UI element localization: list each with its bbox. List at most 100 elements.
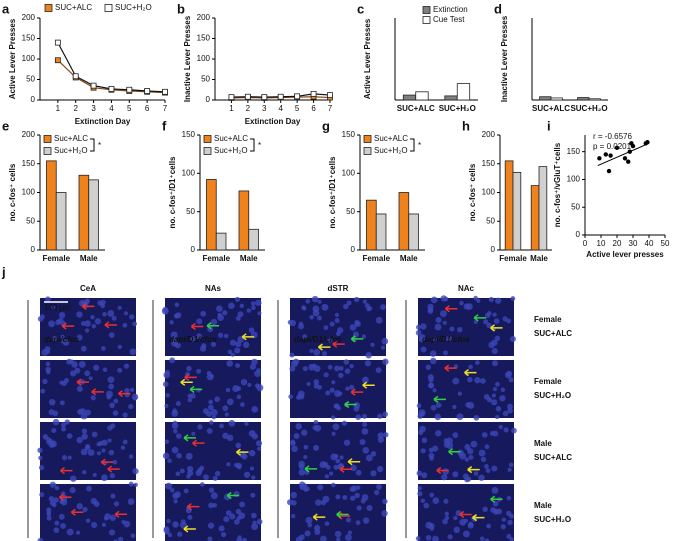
nucleus [91,521,98,528]
nucleus [453,526,460,534]
nucleus [416,470,423,476]
nucleus [353,405,360,412]
legend-label: SUC+H₂O [115,3,152,12]
y-tick-label: 0 [491,245,496,254]
legend-label: Suc+H₂O [374,146,408,155]
y-tick-label: 50 [571,202,580,211]
nucleus [483,393,490,400]
nucleus [382,498,388,505]
nucleus [164,403,169,408]
nucleus [201,343,207,349]
nucleus [46,510,51,515]
data-point [626,159,631,164]
nucleus [489,430,495,436]
nucleus [214,470,221,477]
nucleus [122,439,128,445]
nucleus [306,381,311,387]
nucleus [295,536,303,541]
nucleus [491,399,498,406]
legend-label: Suc+H₂O [54,146,88,155]
nucleus [361,427,369,435]
nucleus [334,365,340,372]
arrow [490,324,503,332]
nucleus [82,470,87,475]
nucleus [317,299,322,304]
nucleus [315,499,322,506]
nucleus [196,387,201,393]
arrow [339,465,353,473]
nucleus [169,320,174,325]
arrow [241,333,255,341]
nucleus [59,400,65,406]
arrow [183,434,196,442]
nucleus [317,385,323,390]
nucleus [174,491,181,498]
nucleus [303,444,309,450]
nucleus [324,474,330,479]
nucleus [206,428,213,434]
nucleus [465,402,471,408]
nucleus [38,455,43,461]
nucleus [290,491,297,499]
nucleus [362,299,367,304]
nucleus [67,455,72,460]
nucleus [117,305,122,310]
nucleus [468,454,474,460]
nucleus [312,363,317,368]
nucleus [101,439,108,446]
nucleus [84,444,91,451]
nucleus [169,357,176,364]
nucleus [249,363,256,370]
arrow [226,491,240,500]
arrow [192,439,205,447]
legend-swatch [422,6,431,14]
nucleus [459,518,467,526]
x-tick-label: Male [80,254,98,263]
annotation: p = 0.0201 [593,142,632,151]
nucleus [212,475,218,481]
nucleus [499,395,506,402]
nucleus [103,516,108,521]
nucleus [57,317,64,324]
nucleus [40,388,46,394]
nucleus [467,376,473,383]
nucleus [45,296,51,303]
nucleus [350,495,356,501]
nucleus [317,315,322,321]
arrow [61,322,75,330]
row-sex: Female [534,377,562,386]
nucleus [240,402,245,407]
nucleus [462,530,470,538]
nucleus [45,349,51,355]
nucleus [171,446,179,454]
nucleus [356,485,361,490]
nucleus [256,518,263,525]
x-tick-label: Male [400,254,418,263]
y-axis-label: Active Lever Presses [8,18,17,99]
nucleus [482,506,488,513]
nucleus [53,527,60,534]
data-point [126,86,133,93]
nucleus [237,535,242,540]
nucleus [80,345,87,352]
nucleus [171,410,179,417]
nucleus [173,499,178,504]
nucleus [349,384,355,390]
nucleus [96,451,102,456]
arrow [236,448,249,456]
nucleus [93,364,100,371]
nucleus [208,487,215,493]
nucleus [445,335,453,343]
y-tick-label: 50 [26,75,35,84]
legend-swatch [363,135,372,143]
nucleus [362,446,370,454]
bar [375,213,387,251]
nucleus [317,484,324,491]
nucleus [330,415,336,420]
legend-swatch [203,147,212,155]
x-tick-label: Female [499,254,527,263]
nucleus [428,377,434,383]
nucleus [442,320,447,325]
nucleus [101,346,106,351]
nucleus [494,335,501,342]
